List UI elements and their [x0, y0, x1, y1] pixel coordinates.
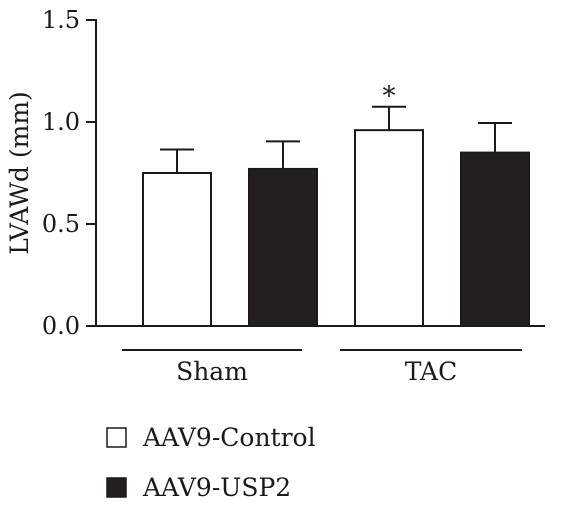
bar-sham-aav9-usp2	[248, 167, 318, 327]
legend-swatch-aav9-usp2	[106, 477, 127, 498]
y-tick-label: 1.5	[42, 6, 80, 34]
legend: AAV9-Control AAV9-USP2	[106, 423, 316, 502]
legend-swatch-aav9-control	[106, 427, 127, 448]
y-axis-label: LVAWd (mm)	[5, 91, 34, 255]
category-label-tac: TAC	[405, 357, 458, 386]
y-tick-label: 0.0	[42, 312, 80, 340]
legend-label-aav9-control: AAV9-Control	[142, 423, 316, 452]
bar-sham-aav9-control	[142, 172, 212, 327]
category-label-sham: Sham	[176, 357, 248, 386]
bars	[142, 129, 530, 327]
axes: 0.0 0.5 1.0 1.5 LVAWd (mm)	[5, 6, 545, 340]
error-bars	[160, 105, 512, 173]
y-tick-label: 1.0	[42, 108, 80, 136]
annotations: *	[383, 82, 396, 112]
significance-asterisk: *	[383, 82, 396, 112]
y-tick-label: 0.5	[42, 210, 80, 238]
group-labels: Sham TAC	[122, 349, 522, 386]
bar-tac-aav9-usp2	[460, 151, 530, 327]
legend-label-aav9-usp2: AAV9-USP2	[142, 473, 291, 502]
bar-tac-aav9-control	[354, 129, 424, 327]
